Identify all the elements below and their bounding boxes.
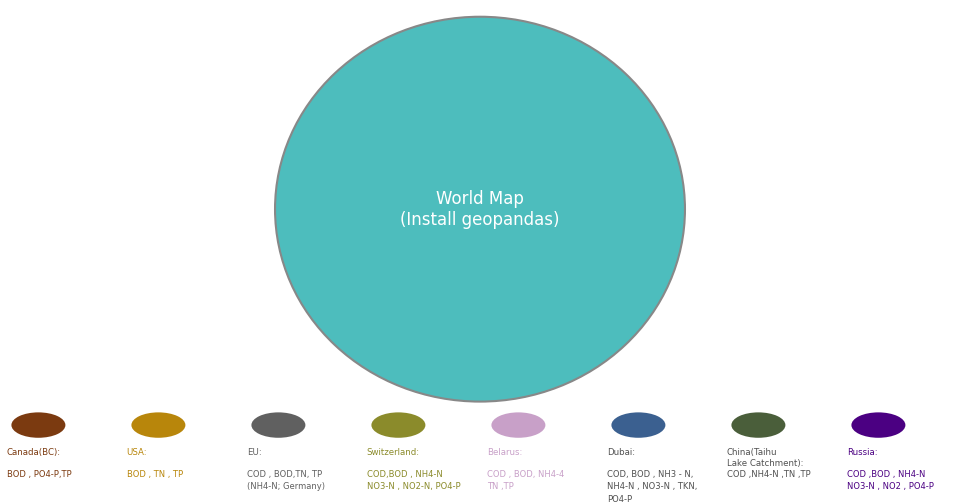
Text: COD ,NH4-N ,TN ,TP: COD ,NH4-N ,TN ,TP xyxy=(727,470,810,478)
Ellipse shape xyxy=(852,412,905,438)
Text: COD, BOD , NH3 - N,: COD, BOD , NH3 - N, xyxy=(607,470,693,478)
Text: World Map
(Install geopandas): World Map (Install geopandas) xyxy=(400,190,560,228)
Ellipse shape xyxy=(492,412,545,438)
Text: Russia:: Russia: xyxy=(847,448,877,457)
Text: Dubai:: Dubai: xyxy=(607,448,635,457)
Text: PO4-P: PO4-P xyxy=(607,495,632,504)
Ellipse shape xyxy=(12,412,65,438)
Text: NH4-N , NO3-N , TKN,: NH4-N , NO3-N , TKN, xyxy=(607,482,697,491)
Text: BOD , PO4-P,TP: BOD , PO4-P,TP xyxy=(7,470,71,478)
Text: COD , BOD,TN, TP: COD , BOD,TN, TP xyxy=(247,470,322,478)
Ellipse shape xyxy=(372,412,425,438)
Text: Canada(BC):: Canada(BC): xyxy=(7,448,60,457)
Text: Belarus:: Belarus: xyxy=(487,448,522,457)
Text: (NH4-N; Germany): (NH4-N; Germany) xyxy=(247,482,324,491)
Text: Lake Catchment):: Lake Catchment): xyxy=(727,459,804,468)
Ellipse shape xyxy=(612,412,665,438)
Text: COD , BOD, NH4-4: COD , BOD, NH4-4 xyxy=(487,470,564,478)
Ellipse shape xyxy=(275,17,685,402)
Text: Switzerland:: Switzerland: xyxy=(367,448,420,457)
Text: USA:: USA: xyxy=(127,448,147,457)
Text: NO3-N , NO2-N, PO4-P: NO3-N , NO2-N, PO4-P xyxy=(367,482,461,491)
Text: COD,BOD , NH4-N: COD,BOD , NH4-N xyxy=(367,470,443,478)
Text: TN ,TP: TN ,TP xyxy=(487,482,514,491)
Ellipse shape xyxy=(732,412,785,438)
Text: BOD , TN , TP: BOD , TN , TP xyxy=(127,470,182,478)
Text: China(Taihu: China(Taihu xyxy=(727,448,778,457)
Ellipse shape xyxy=(132,412,185,438)
Ellipse shape xyxy=(252,412,305,438)
Text: EU:: EU: xyxy=(247,448,261,457)
Text: COD ,BOD , NH4-N: COD ,BOD , NH4-N xyxy=(847,470,925,478)
Text: NO3-N , NO2 , PO4-P: NO3-N , NO2 , PO4-P xyxy=(847,482,933,491)
